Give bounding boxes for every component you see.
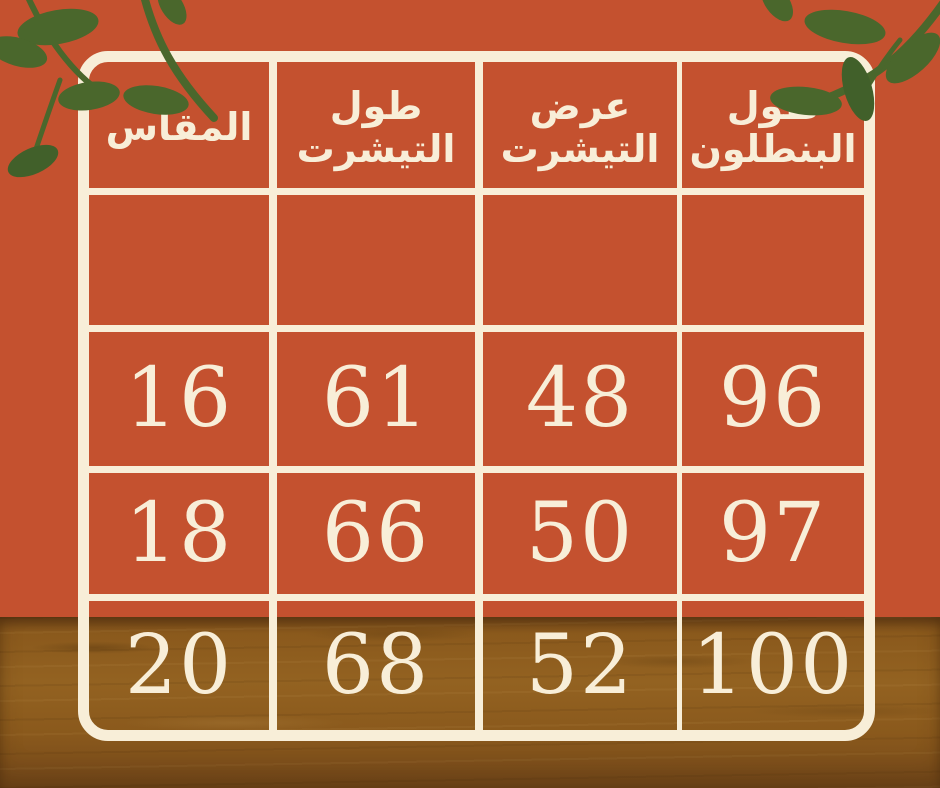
leaf: [7, 144, 59, 178]
table-cell-tshirt-width-20: 52: [483, 601, 682, 730]
column-header-tshirt-length-label: طول التيشرت: [296, 83, 456, 171]
value-tshirt-width: 52: [525, 617, 635, 713]
column-header-pants-length-label: طول البنطلون: [689, 83, 857, 171]
value-size: 16: [124, 351, 234, 446]
value-tshirt-width: 50: [525, 485, 635, 581]
table-cell-size-16: 16: [89, 332, 277, 473]
table-cell-pants-length-18: 97: [682, 473, 864, 601]
table-cell-tshirt-width-18: 50: [483, 473, 682, 601]
column-header-tshirt-width: عرض التيشرت: [483, 62, 682, 195]
value-size: 20: [124, 617, 234, 713]
column-header-size: المقاس: [89, 62, 277, 195]
wood-floor: [0, 617, 940, 788]
table-cell-pants-length-16: 96: [682, 332, 864, 473]
leaf: [0, 36, 48, 68]
table-cell-pants-length-20: 100: [682, 601, 864, 730]
column-header-tshirt-width-label: عرض التيشرت: [500, 83, 660, 171]
table-cell-size-18: 18: [89, 473, 277, 601]
leaf: [761, 0, 793, 22]
value-tshirt-length: 66: [321, 485, 431, 581]
table-cell-empty: [483, 195, 682, 332]
leaf: [885, 32, 940, 84]
table-cell-tshirt-length-18: 66: [277, 473, 483, 601]
leaf: [157, 0, 187, 25]
table-cell-empty: [682, 195, 864, 332]
column-header-pants-length: طول البنطلون: [682, 62, 864, 195]
table-cell-size-20: 20: [89, 601, 277, 730]
table-cell-tshirt-length-20: 68: [277, 601, 483, 730]
branch-stem: [30, 77, 63, 161]
value-pants-length: 97: [718, 485, 828, 581]
leaf: [17, 8, 99, 46]
table-cell-tshirt-length-16: 61: [277, 332, 483, 473]
leaf: [804, 9, 886, 45]
table-cell-empty: [277, 195, 483, 332]
value-tshirt-length: 68: [321, 617, 431, 713]
value-tshirt-length: 61: [321, 351, 431, 446]
column-header-size-label: المقاس: [105, 105, 253, 150]
size-chart-table: المقاس طول التيشرت عرض التيشرت طول البنط…: [78, 51, 875, 741]
value-pants-length: 96: [718, 351, 828, 446]
value-size: 18: [124, 485, 234, 581]
value-pants-length: 100: [691, 617, 855, 713]
value-tshirt-width: 48: [525, 351, 635, 446]
table-cell-empty: [89, 195, 277, 332]
column-header-tshirt-length: طول التيشرت: [277, 62, 483, 195]
table-cell-tshirt-width-16: 48: [483, 332, 682, 473]
